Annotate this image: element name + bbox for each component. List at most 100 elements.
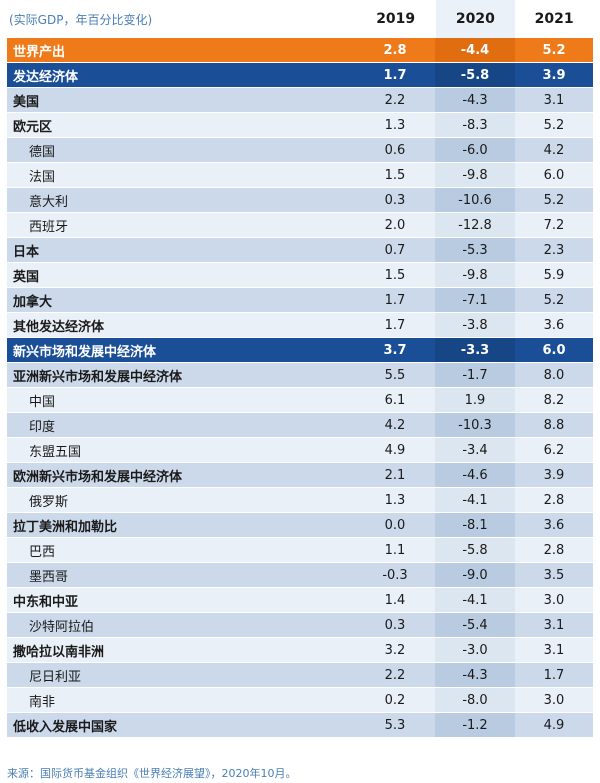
value-2021: 3.1 [515,613,593,637]
table-row: 日本 0.7 -5.3 2.3 [7,238,593,262]
value-2021: 3.5 [515,563,593,587]
value-2021: 5.2 [515,288,593,312]
table-row: 欧元区 1.3 -8.3 5.2 [7,113,593,137]
row-label: 拉丁美洲和加勒比 [7,513,355,537]
value-2021: 1.7 [515,663,593,687]
table-body: 世界产出 2.8 -4.4 5.2 发达经济体 1.7 -5.8 3.9 美国 2.2 -4.3 3.… [7,38,593,737]
row-label: 欧元区 [7,113,355,137]
value-2020: -8.1 [435,513,515,537]
row-label: 尼日利亚 [7,663,355,687]
value-2019: 2.1 [355,463,435,487]
row-label: 南非 [7,688,355,712]
table-row: 低收入发展中国家 5.3 -1.2 4.9 [7,713,593,737]
value-2020: -4.4 [435,38,515,62]
value-2021: 2.8 [515,538,593,562]
value-2020: -10.6 [435,188,515,212]
table-header: (实际GDP，年百分比变化) 2019 2020 2021 [7,0,593,38]
value-2021: 8.8 [515,413,593,437]
value-2020: -3.8 [435,313,515,337]
value-2019: 2.0 [355,213,435,237]
value-2020: -5.8 [435,538,515,562]
row-label: 日本 [7,238,355,262]
value-2020: -7.1 [435,288,515,312]
value-2019: 3.2 [355,638,435,662]
source-note: 来源：国际货币基金组织《世界经济展望》，2020年10月。 [7,767,297,780]
value-2019: 1.4 [355,588,435,612]
value-2019: 0.0 [355,513,435,537]
value-2021: 3.6 [515,313,593,337]
value-2021: 8.0 [515,363,593,387]
value-2019: 1.5 [355,263,435,287]
value-2021: 5.2 [515,113,593,137]
value-2021: 2.8 [515,488,593,512]
value-2020: -1.7 [435,363,515,387]
table-row: 世界产出 2.8 -4.4 5.2 [7,38,593,62]
table-row: 沙特阿拉伯 0.3 -5.4 3.1 [7,613,593,637]
table-row: 加拿大 1.7 -7.1 5.2 [7,288,593,312]
table-row: 英国 1.5 -9.8 5.9 [7,263,593,287]
value-2020: -5.4 [435,613,515,637]
year-2021-header: 2021 [534,11,574,27]
value-2019: 1.7 [355,63,435,87]
value-2021: 3.6 [515,513,593,537]
value-2019: 1.3 [355,488,435,512]
row-label: 新兴市场和发展中经济体 [7,338,355,362]
row-label: 欧洲新兴市场和发展中经济体 [7,463,355,487]
row-label: 意大利 [7,188,355,212]
table-row: 墨西哥 -0.3 -9.0 3.5 [7,563,593,587]
value-2020: -4.3 [435,663,515,687]
table-row: 巴西 1.1 -5.8 2.8 [7,538,593,562]
value-2019: 5.3 [355,713,435,737]
row-label: 英国 [7,263,355,287]
value-2019: 0.2 [355,688,435,712]
row-label: 东盟五国 [7,438,355,462]
value-2021: 8.2 [515,388,593,412]
value-2019: 0.7 [355,238,435,262]
table-row: 东盟五国 4.9 -3.4 6.2 [7,438,593,462]
value-2021: 2.3 [515,238,593,262]
value-2020: -4.1 [435,488,515,512]
value-2019: -0.3 [355,563,435,587]
value-2021: 3.1 [515,638,593,662]
value-2021: 3.0 [515,588,593,612]
value-2019: 0.6 [355,138,435,162]
value-2019: 3.7 [355,338,435,362]
value-2019: 2.2 [355,88,435,112]
row-label: 印度 [7,413,355,437]
value-2021: 6.2 [515,438,593,462]
row-label: 加拿大 [7,288,355,312]
value-2020: -8.3 [435,113,515,137]
value-2021: 5.9 [515,263,593,287]
value-2020: -9.0 [435,563,515,587]
row-label: 巴西 [7,538,355,562]
value-2020: -12.8 [435,213,515,237]
value-2021: 3.0 [515,688,593,712]
value-2021: 4.2 [515,138,593,162]
row-label: 中东和中亚 [7,588,355,612]
value-2019: 2.2 [355,663,435,687]
row-label: 俄罗斯 [7,488,355,512]
table-row: 西班牙 2.0 -12.8 7.2 [7,213,593,237]
table-row: 拉丁美洲和加勒比 0.0 -8.1 3.6 [7,513,593,537]
value-2019: 1.7 [355,288,435,312]
table-row: 中东和中亚 1.4 -4.1 3.0 [7,588,593,612]
row-label: 世界产出 [7,38,355,62]
value-2020: 1.9 [435,388,515,412]
value-2020: -3.3 [435,338,515,362]
table-row: 尼日利亚 2.2 -4.3 1.7 [7,663,593,687]
table-row: 欧洲新兴市场和发展中经济体 2.1 -4.6 3.9 [7,463,593,487]
table-row: 发达经济体 1.7 -5.8 3.9 [7,63,593,87]
value-2020: -9.8 [435,263,515,287]
row-label: 中国 [7,388,355,412]
value-2021: 6.0 [515,338,593,362]
row-label: 德国 [7,138,355,162]
row-label: 其他发达经济体 [7,313,355,337]
value-2019: 1.5 [355,163,435,187]
row-label: 亚洲新兴市场和发展中经济体 [7,363,355,387]
value-2019: 2.8 [355,38,435,62]
value-2021: 5.2 [515,38,593,62]
value-2019: 4.9 [355,438,435,462]
value-2021: 6.0 [515,163,593,187]
row-label: 美国 [7,88,355,112]
value-2019: 5.5 [355,363,435,387]
